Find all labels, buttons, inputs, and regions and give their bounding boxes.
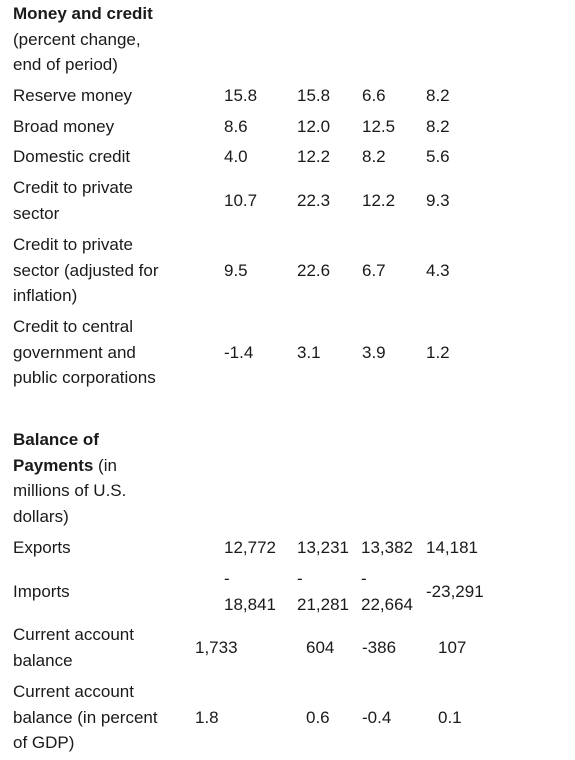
table-cell: 8.2 — [426, 117, 450, 136]
table-cell: 3.9 — [362, 343, 386, 362]
table-cell: -0.4 — [362, 708, 392, 727]
table-cell: 4.0 — [224, 147, 248, 166]
bop-heading-line3: millions of U.S. — [13, 481, 127, 500]
table-cell: 1,733 — [195, 638, 238, 657]
table-cell: -1.4 — [224, 343, 254, 362]
row-label: Current account — [13, 625, 134, 644]
row-label: balance (in percent — [13, 708, 158, 727]
table-cell: 107 — [438, 638, 467, 657]
table-cell: - — [361, 569, 367, 588]
row-label: Broad money — [13, 117, 115, 136]
table-cell: 18,841 — [224, 595, 276, 614]
table-cell: 9.5 — [224, 261, 248, 280]
table-cell: 8.2 — [362, 147, 386, 166]
table-cell: 22.6 — [297, 261, 331, 280]
table-cell: 1.2 — [426, 343, 450, 362]
row-label: Current account — [13, 682, 134, 701]
money-credit-subheading-line2: end of period) — [13, 55, 118, 74]
table-cell: 21,281 — [297, 595, 349, 614]
table-cell: 5.6 — [426, 147, 450, 166]
table-cell: 6.6 — [362, 86, 386, 105]
table-cell: -386 — [362, 638, 397, 657]
bop-heading-line4: dollars) — [13, 507, 69, 526]
table-cell: 1.8 — [195, 708, 219, 727]
bop-heading-bold: Payments — [13, 456, 94, 475]
row-label: sector (adjusted for — [13, 261, 159, 280]
table-cell: 604 — [306, 638, 335, 657]
table-cell: 0.6 — [306, 708, 330, 727]
table-cell: - — [224, 569, 230, 588]
table-cell: - — [297, 569, 303, 588]
table-cell: 13,231 — [297, 538, 349, 557]
table-cell: 22,664 — [361, 595, 413, 614]
row-label: Credit to central — [13, 317, 133, 336]
table-cell: 3.1 — [297, 343, 321, 362]
table-cell: 6.7 — [362, 261, 386, 280]
table-cell: 14,181 — [426, 538, 478, 557]
row-label: balance — [13, 651, 73, 670]
table-cell: 13,382 — [361, 538, 413, 557]
table-cell: 12.0 — [297, 117, 331, 136]
table-cell: 0.1 — [438, 708, 462, 727]
money-credit-heading: Money and credit — [13, 4, 153, 23]
row-label: Exports — [13, 538, 71, 557]
row-label: Imports — [13, 582, 70, 601]
table-cell: 4.3 — [426, 261, 450, 280]
row-label: Credit to private — [13, 235, 133, 254]
table-cell: 12,772 — [224, 538, 276, 557]
row-label: government and — [13, 343, 136, 362]
row-label: Credit to private — [13, 178, 133, 197]
row-label: of GDP) — [13, 733, 75, 752]
bop-heading-line2: Payments (in — [13, 453, 117, 479]
row-label: sector — [13, 204, 60, 223]
bop-heading-line1: Balance of — [13, 430, 99, 449]
row-label: public corporations — [13, 368, 156, 387]
table-cell: 8.2 — [426, 86, 450, 105]
table-cell: 12.2 — [297, 147, 331, 166]
table-cell: 12.5 — [362, 117, 396, 136]
row-label: Domestic credit — [13, 147, 131, 166]
table-cell: -23,291 — [426, 582, 484, 601]
row-label: inflation) — [13, 286, 78, 305]
table-cell: 15.8 — [224, 86, 258, 105]
money-credit-subheading-line1: (percent change, — [13, 30, 141, 49]
table-cell: 12.2 — [362, 191, 396, 210]
table-cell: 10.7 — [224, 191, 258, 210]
table-cell: 15.8 — [297, 86, 331, 105]
table-cell: 22.3 — [297, 191, 331, 210]
bop-heading-rest: (in — [93, 456, 117, 475]
table-cell: 8.6 — [224, 117, 248, 136]
row-label: Reserve money — [13, 86, 133, 105]
table-cell: 9.3 — [426, 191, 450, 210]
